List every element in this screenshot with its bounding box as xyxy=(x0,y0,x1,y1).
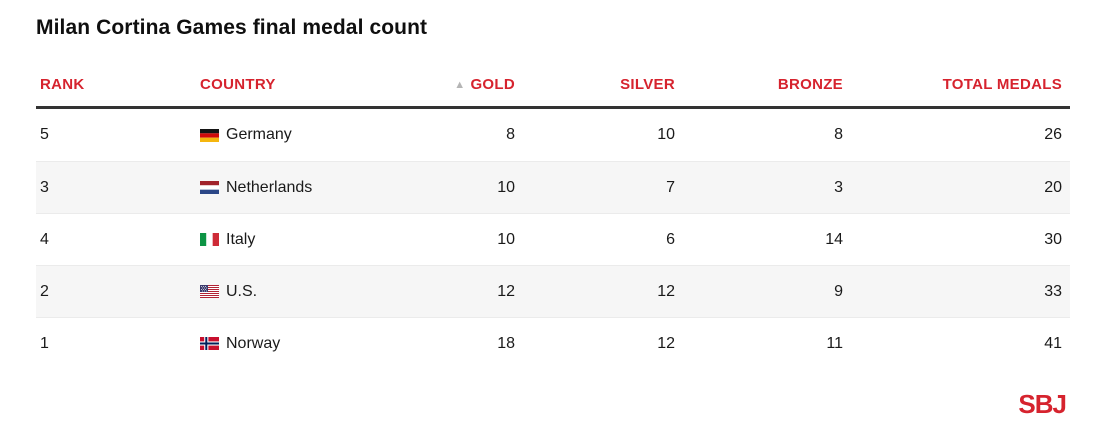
rank-cell: 3 xyxy=(40,178,49,196)
column-header-total-medals[interactable]: TOTAL MEDALS xyxy=(942,75,1062,93)
table-body: 5 Germany 8 10 8 26 3 Netherlands 10 7 3 xyxy=(36,106,1070,369)
total-cell: 26 xyxy=(1044,126,1062,143)
country-name: Italy xyxy=(226,230,256,248)
country-cell: Netherlands xyxy=(200,179,440,197)
silver-cell: 6 xyxy=(666,230,675,248)
column-header-country[interactable]: COUNTRY xyxy=(200,75,276,93)
gold-cell: 18 xyxy=(497,334,515,352)
country-cell: Germany xyxy=(200,126,440,144)
flag-netherlands-icon xyxy=(200,181,219,194)
bronze-cell: 11 xyxy=(826,334,843,352)
total-cell: 41 xyxy=(1044,334,1062,352)
rank-cell: 2 xyxy=(40,282,49,300)
country-cell: U.S. xyxy=(200,283,440,301)
total-cell: 20 xyxy=(1044,178,1062,196)
bronze-cell: 8 xyxy=(834,126,843,143)
country-name: Norway xyxy=(226,334,281,352)
silver-cell: 12 xyxy=(657,282,675,300)
table-row-norway: 1 Norway 18 12 11 41 xyxy=(36,317,1070,369)
column-header-gold-label: GOLD xyxy=(470,75,515,93)
sort-ascending-icon: ▲ xyxy=(454,78,466,91)
bronze-cell: 3 xyxy=(834,178,843,196)
table-header-row: RANK COUNTRY ▲ GOLD SILVER BRONZE TOTAL M… xyxy=(36,62,1070,106)
flag-norway-icon xyxy=(200,337,219,350)
table-row-netherlands: 3 Netherlands 10 7 3 20 xyxy=(36,161,1070,213)
page-title: Milan Cortina Games final medal count xyxy=(36,16,428,39)
country-cell: Italy xyxy=(200,231,440,249)
gold-cell: 10 xyxy=(497,230,515,248)
flag-italy-icon xyxy=(200,233,219,246)
rank-cell: 4 xyxy=(40,230,49,248)
table-row-italy: 4 Italy 10 6 14 30 xyxy=(36,213,1070,265)
table-row-germany: 5 Germany 8 10 8 26 xyxy=(36,109,1070,161)
rank-cell: 1 xyxy=(40,334,49,352)
column-header-gold[interactable]: ▲ GOLD xyxy=(440,76,515,93)
gold-cell: 12 xyxy=(497,282,515,300)
country-name: Germany xyxy=(226,126,292,143)
column-header-rank[interactable]: RANK xyxy=(40,75,85,93)
country-name: Netherlands xyxy=(226,178,313,196)
column-header-silver[interactable]: SILVER xyxy=(620,75,675,93)
medal-table: RANK COUNTRY ▲ GOLD SILVER BRONZE TOTAL M… xyxy=(36,62,1070,369)
silver-cell: 7 xyxy=(666,178,675,196)
flag-us-icon xyxy=(200,285,219,298)
gold-cell: 8 xyxy=(506,126,515,143)
gold-cell: 10 xyxy=(497,178,515,196)
bronze-cell: 14 xyxy=(825,230,843,248)
rank-cell: 5 xyxy=(40,126,49,143)
silver-cell: 10 xyxy=(657,126,675,143)
column-header-bronze[interactable]: BRONZE xyxy=(777,75,843,93)
country-cell: Norway xyxy=(200,335,440,353)
sbj-logo: SBJ xyxy=(1018,389,1067,419)
total-cell: 30 xyxy=(1044,230,1062,248)
bronze-cell: 9 xyxy=(834,282,843,300)
silver-cell: 12 xyxy=(657,334,675,352)
total-cell: 33 xyxy=(1044,282,1062,300)
flag-germany-icon xyxy=(200,128,219,142)
country-name: U.S. xyxy=(226,282,258,300)
table-row-us: 2 U.S. 12 12 9 33 xyxy=(36,265,1070,317)
